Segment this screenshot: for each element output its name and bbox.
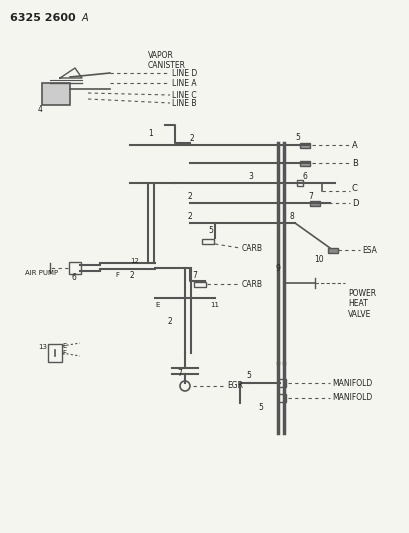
Text: B: B (351, 158, 357, 167)
Bar (296, 180, 302, 186)
Text: AIR PUMP: AIR PUMP (25, 270, 58, 276)
Bar (48, 344, 62, 362)
Text: 9: 9 (275, 263, 280, 272)
Text: F: F (62, 350, 66, 356)
Text: 2: 2 (188, 212, 192, 221)
Text: MANIFOLD: MANIFOLD (331, 393, 371, 402)
Text: 5: 5 (207, 225, 212, 235)
Text: LINE A: LINE A (172, 78, 196, 87)
Text: 5: 5 (294, 133, 299, 141)
Text: 6325 2600: 6325 2600 (10, 13, 75, 23)
Text: LINE C: LINE C (172, 91, 196, 100)
Text: 7: 7 (191, 271, 196, 279)
Text: 12: 12 (130, 258, 139, 264)
Text: 5: 5 (257, 403, 262, 413)
Bar (309, 200, 319, 206)
Text: 3: 3 (247, 172, 252, 181)
Bar (193, 281, 205, 287)
Text: 6: 6 (302, 172, 307, 181)
Text: D: D (351, 198, 357, 207)
Bar (42, 83, 70, 105)
Text: 2: 2 (188, 191, 192, 200)
Bar (69, 262, 81, 274)
Text: EGR: EGR (227, 382, 243, 391)
Text: 11: 11 (209, 302, 218, 308)
Bar (277, 379, 285, 387)
Text: VAPOR
CANISTER: VAPOR CANISTER (148, 51, 186, 70)
Text: 5: 5 (245, 370, 250, 379)
Text: 2: 2 (189, 133, 194, 142)
Text: E: E (62, 343, 66, 349)
Text: 2: 2 (130, 271, 135, 279)
Text: 10: 10 (313, 254, 323, 263)
Text: 7: 7 (307, 191, 312, 200)
Text: 7: 7 (177, 368, 182, 377)
Bar (277, 394, 285, 402)
Text: A: A (351, 141, 357, 149)
Text: 4: 4 (38, 104, 43, 114)
Text: POWER
HEAT
VALVE: POWER HEAT VALVE (347, 289, 375, 319)
Text: LINE D: LINE D (172, 69, 197, 77)
Text: 2: 2 (168, 317, 172, 326)
Text: ESA: ESA (361, 246, 376, 254)
Text: A: A (82, 13, 88, 23)
Text: 6: 6 (72, 272, 77, 281)
Text: CARB: CARB (241, 244, 262, 253)
Text: 8: 8 (289, 212, 294, 221)
Bar (327, 247, 337, 253)
Bar (299, 160, 309, 166)
Text: LINE B: LINE B (172, 99, 196, 108)
Text: 1: 1 (148, 128, 153, 138)
Text: MANIFOLD: MANIFOLD (331, 378, 371, 387)
Text: 13: 13 (38, 344, 47, 350)
Text: E: E (155, 302, 159, 308)
Bar (202, 238, 213, 244)
Text: CARB: CARB (241, 279, 262, 288)
Bar (299, 142, 309, 148)
Text: C: C (351, 183, 357, 192)
Text: F: F (115, 272, 119, 278)
